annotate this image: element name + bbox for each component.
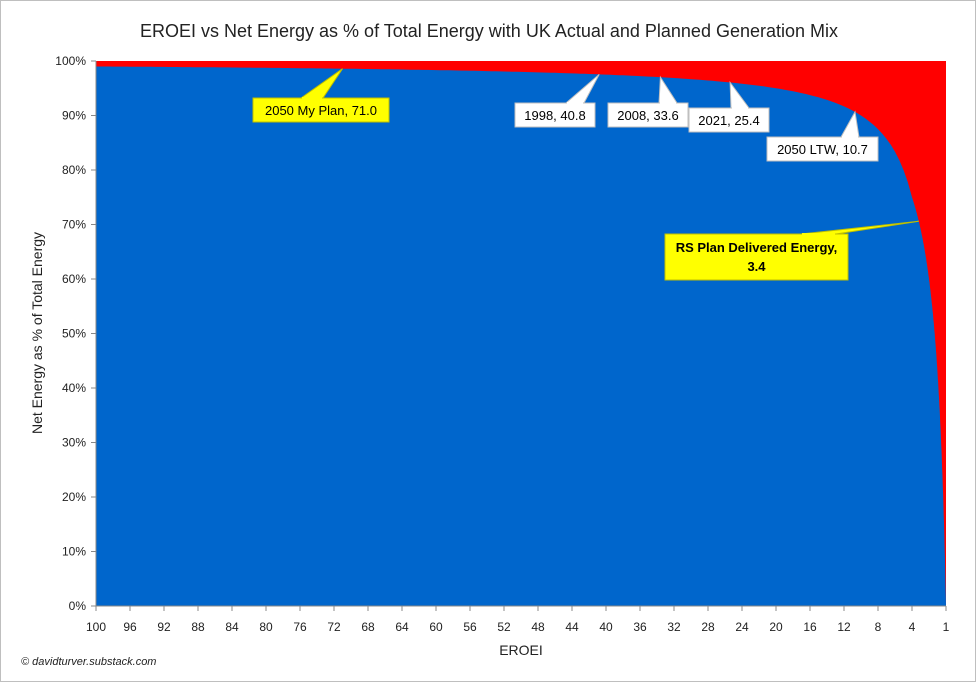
x-tick-label: 52 [497, 620, 511, 634]
callout-box [514, 102, 596, 128]
callout-label: 1998, 40.8 [524, 108, 585, 123]
y-axis: 0% 10% 20% 30% 40% 50% 60% 70% 80% 90% 100% [55, 54, 97, 613]
y-tick-label: 40% [62, 381, 86, 395]
x-tick-label: 16 [803, 620, 817, 634]
x-tick-label: 40 [599, 620, 613, 634]
callout-box [664, 233, 849, 281]
y-tick-label: 90% [62, 109, 86, 123]
callout-label: 2050 LTW, 10.7 [777, 142, 868, 157]
callout-box [607, 102, 689, 128]
credit-text: © davidturver.substack.com [21, 656, 156, 668]
callout-box [688, 107, 770, 133]
x-tick-label: 4 [909, 620, 916, 634]
net-energy-area [96, 66, 946, 606]
y-tick-label: 60% [62, 272, 86, 286]
x-tick-label: 28 [701, 620, 715, 634]
x-tick-label: 88 [191, 620, 205, 634]
x-tick-label: 92 [157, 620, 171, 634]
x-tick-label: 32 [667, 620, 681, 634]
y-tick-label: 30% [62, 436, 86, 450]
callout-label: 2050 My Plan, 71.0 [265, 103, 377, 118]
y-tick-label: 100% [55, 54, 86, 68]
x-tick-label: 1 [943, 620, 950, 634]
x-tick-label: 56 [463, 620, 477, 634]
callout-label: 2021, 25.4 [698, 113, 759, 128]
x-tick-label: 68 [361, 620, 375, 634]
x-tick-label: 48 [531, 620, 545, 634]
y-tick-label: 10% [62, 545, 86, 559]
annotation-callout: 1998, 40.8 [514, 74, 600, 128]
y-tick-label: 50% [62, 327, 86, 341]
chart-title: EROEI vs Net Energy as % of Total Energy… [140, 21, 838, 41]
x-axis: 100 96 92 88 84 80 76 72 68 64 60 56 52 48 44 40 36 32 28 2… [86, 605, 950, 634]
y-tick-label: 20% [62, 490, 86, 504]
annotation-callout: 2008, 33.6 [607, 75, 689, 128]
x-tick-label: 44 [565, 620, 579, 634]
annotation-callout: 2050 My Plan, 71.0 [252, 68, 390, 123]
x-tick-label: 8 [875, 620, 882, 634]
x-axis-label: EROEI [499, 642, 543, 658]
x-tick-label: 36 [633, 620, 647, 634]
y-tick-label: 80% [62, 163, 86, 177]
y-axis-label: Net Energy as % of Total Energy [29, 232, 45, 434]
callout-label: 3.4 [747, 259, 766, 274]
x-tick-label: 84 [225, 620, 239, 634]
y-tick-label: 70% [62, 218, 86, 232]
x-tick-label: 72 [327, 620, 341, 634]
x-tick-label: 76 [293, 620, 307, 634]
x-tick-label: 64 [395, 620, 409, 634]
x-tick-label: 96 [123, 620, 137, 634]
callout-box [766, 136, 879, 162]
x-tick-label: 100 [86, 620, 106, 634]
x-tick-label: 60 [429, 620, 443, 634]
x-tick-label: 12 [837, 620, 851, 634]
annotations: 2050 My Plan, 71.0 1998, 40.8 2008, 33.6 20… [252, 68, 919, 281]
annotation-callout: 2021, 25.4 [688, 80, 770, 133]
x-tick-label: 20 [769, 620, 783, 634]
x-tick-label: 80 [259, 620, 273, 634]
callout-label: 2008, 33.6 [617, 108, 678, 123]
annotation-callout: 2050 LTW, 10.7 [766, 110, 879, 162]
annotation-callout: RS Plan Delivered Energy, 3.4 [664, 220, 919, 281]
x-tick-label: 24 [735, 620, 749, 634]
y-tick-label: 0% [69, 599, 87, 613]
callout-label: RS Plan Delivered Energy, [676, 240, 838, 255]
